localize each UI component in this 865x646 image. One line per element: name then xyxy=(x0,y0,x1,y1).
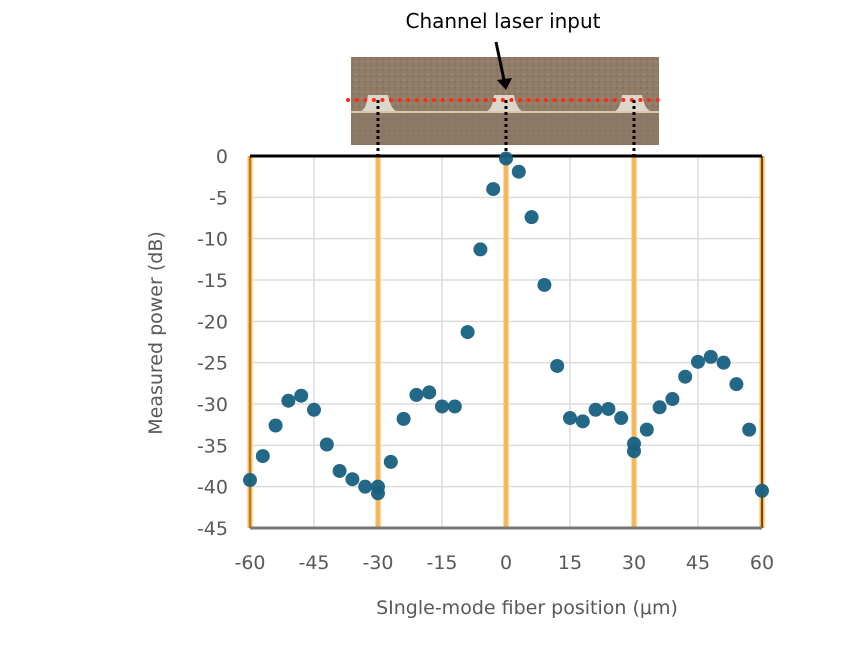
data-point xyxy=(307,402,321,417)
x-axis-label: SIngle-mode fiber position (μm) xyxy=(376,597,678,619)
data-point xyxy=(460,325,475,340)
data-point xyxy=(665,392,680,407)
data-point xyxy=(383,454,398,469)
x-tick-label: 0 xyxy=(500,552,512,574)
y-axis-label: Measured power (dB) xyxy=(145,231,167,435)
data-point xyxy=(435,399,449,414)
y-tick-label: -30 xyxy=(197,394,228,416)
data-point xyxy=(563,411,577,426)
x-tick-label: 45 xyxy=(686,552,710,574)
data-point xyxy=(447,399,462,414)
data-point xyxy=(755,483,769,498)
y-tick-label: -35 xyxy=(197,435,228,457)
data-point xyxy=(550,358,565,373)
data-point xyxy=(319,437,334,452)
tick-labels: -60 -45 -30 -15 0 15 30 45 60 0 -5 -10 -15 -20 -25 -30 -… xyxy=(197,146,774,574)
y-tick-label: -45 xyxy=(197,518,228,540)
data-point xyxy=(575,414,590,429)
y-tick-label: -10 xyxy=(197,229,228,251)
data-point xyxy=(422,385,437,400)
data-point xyxy=(729,377,744,392)
data-point xyxy=(409,387,424,402)
data-point xyxy=(511,164,526,179)
x-tick-label: -30 xyxy=(362,552,393,574)
data-point xyxy=(601,401,616,416)
data-point xyxy=(294,388,309,403)
data-point xyxy=(652,400,667,415)
data-point xyxy=(396,411,411,426)
data-point xyxy=(486,182,501,197)
data-point xyxy=(499,151,513,166)
data-points xyxy=(243,151,769,501)
data-point xyxy=(358,479,373,494)
y-tick-label: -20 xyxy=(197,311,228,333)
data-point xyxy=(639,422,654,437)
data-point xyxy=(371,486,385,501)
data-point xyxy=(742,422,757,437)
x-tick-label: 30 xyxy=(622,552,646,574)
data-point xyxy=(332,463,347,478)
data-point xyxy=(703,349,718,364)
data-point xyxy=(614,411,629,426)
data-point xyxy=(281,393,296,408)
y-tick-label: -25 xyxy=(197,353,228,375)
channel-marker-lines xyxy=(247,156,765,528)
x-tick-label: 15 xyxy=(558,552,582,574)
data-point xyxy=(345,472,360,487)
x-tick-label: -15 xyxy=(426,552,457,574)
data-point xyxy=(243,473,257,488)
annotation-label: Channel laser input xyxy=(405,9,600,33)
data-point xyxy=(627,444,641,459)
y-tick-label: 0 xyxy=(216,146,228,168)
y-tick-label: -5 xyxy=(209,187,228,209)
data-point xyxy=(537,277,552,292)
data-point xyxy=(524,210,539,225)
data-point xyxy=(691,354,705,369)
data-point xyxy=(268,418,283,433)
data-point xyxy=(473,242,488,257)
x-tick-label: -45 xyxy=(298,552,329,574)
data-point xyxy=(716,355,731,370)
arrow-head-icon xyxy=(497,78,512,90)
y-tick-label: -40 xyxy=(197,477,228,499)
data-point xyxy=(588,402,603,417)
data-point xyxy=(678,369,693,384)
y-tick-label: -15 xyxy=(197,270,228,292)
annotation-arrow xyxy=(494,41,506,81)
x-tick-label: 60 xyxy=(750,552,774,574)
data-point xyxy=(255,449,270,464)
x-tick-label: -60 xyxy=(234,552,265,574)
